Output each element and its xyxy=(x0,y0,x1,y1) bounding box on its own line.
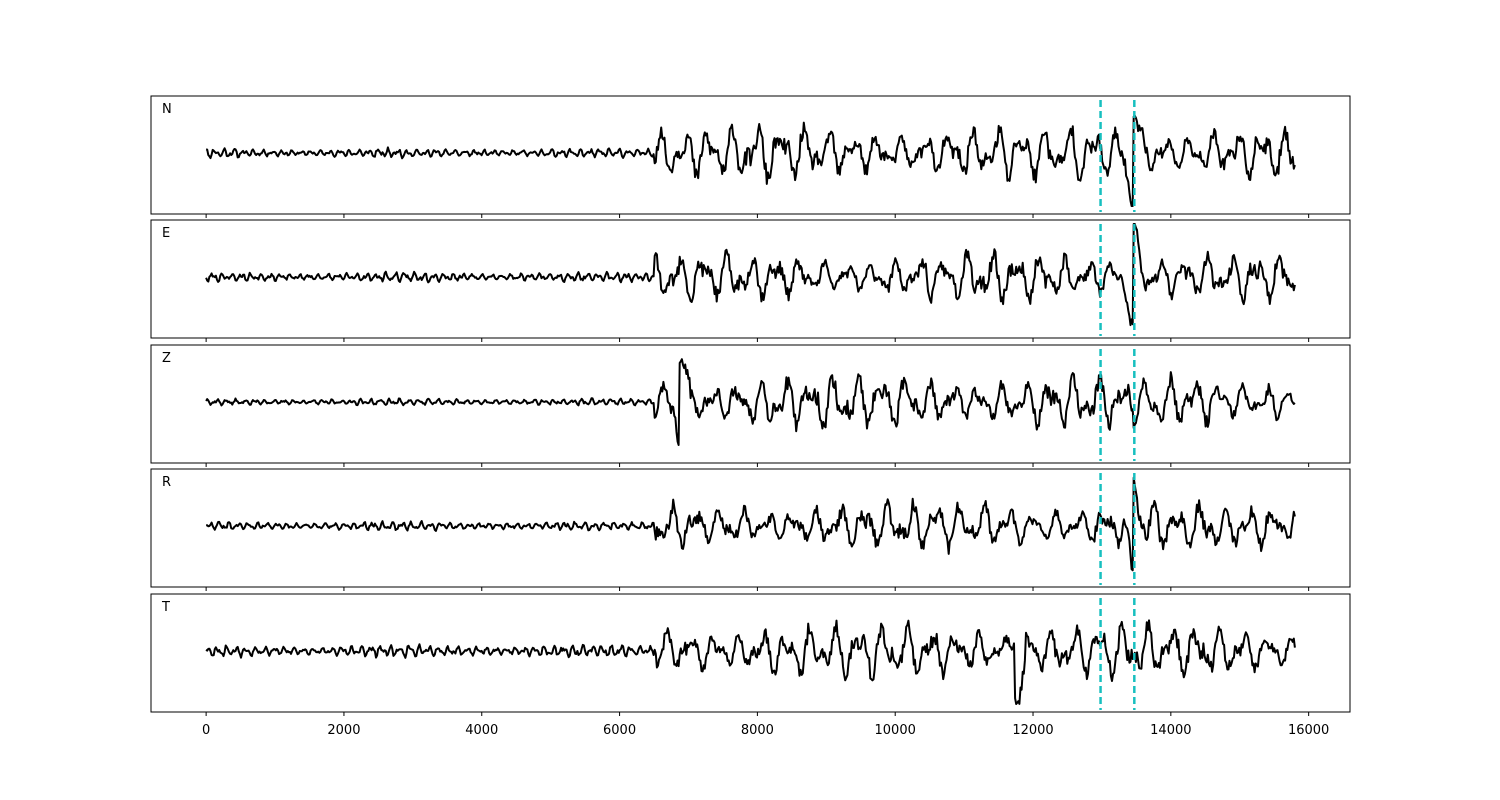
panel-label: E xyxy=(162,226,170,241)
x-tick-label: 16000 xyxy=(1288,723,1329,738)
x-tick-label: 6000 xyxy=(603,723,636,738)
trace-line xyxy=(205,358,1296,446)
panel-frame xyxy=(150,593,1351,713)
panel-frame xyxy=(150,344,1351,464)
panel-label: T xyxy=(161,600,170,615)
panel-label: Z xyxy=(162,351,171,366)
panel-frame xyxy=(150,219,1351,339)
x-tick-label: 4000 xyxy=(465,723,498,738)
trace-panels: N E Z R T xyxy=(150,95,1351,716)
trace-line xyxy=(205,619,1296,705)
panel-r: R xyxy=(150,468,1351,591)
panel-label: N xyxy=(162,102,172,117)
panel-label: R xyxy=(162,475,171,490)
x-tick-label: 14000 xyxy=(1150,723,1191,738)
x-tick-label: 0 xyxy=(202,723,210,738)
trace-line xyxy=(205,223,1296,327)
panel-t: T xyxy=(150,593,1351,716)
x-tick-label: 12000 xyxy=(1012,723,1053,738)
panel-frame xyxy=(150,468,1351,588)
panel-n: N xyxy=(150,95,1351,218)
x-tick-label: 10000 xyxy=(875,723,916,738)
trace-line xyxy=(205,114,1296,207)
x-tick-label: 2000 xyxy=(327,723,360,738)
panel-frame xyxy=(150,95,1351,215)
x-tick-label: 8000 xyxy=(741,723,774,738)
panel-z: Z xyxy=(150,344,1351,467)
trace-line xyxy=(206,476,1296,572)
panel-e: E xyxy=(150,219,1351,342)
x-axis: 0 2000 4000 6000 8000 10000 12000 14000 16000 xyxy=(202,723,1329,738)
